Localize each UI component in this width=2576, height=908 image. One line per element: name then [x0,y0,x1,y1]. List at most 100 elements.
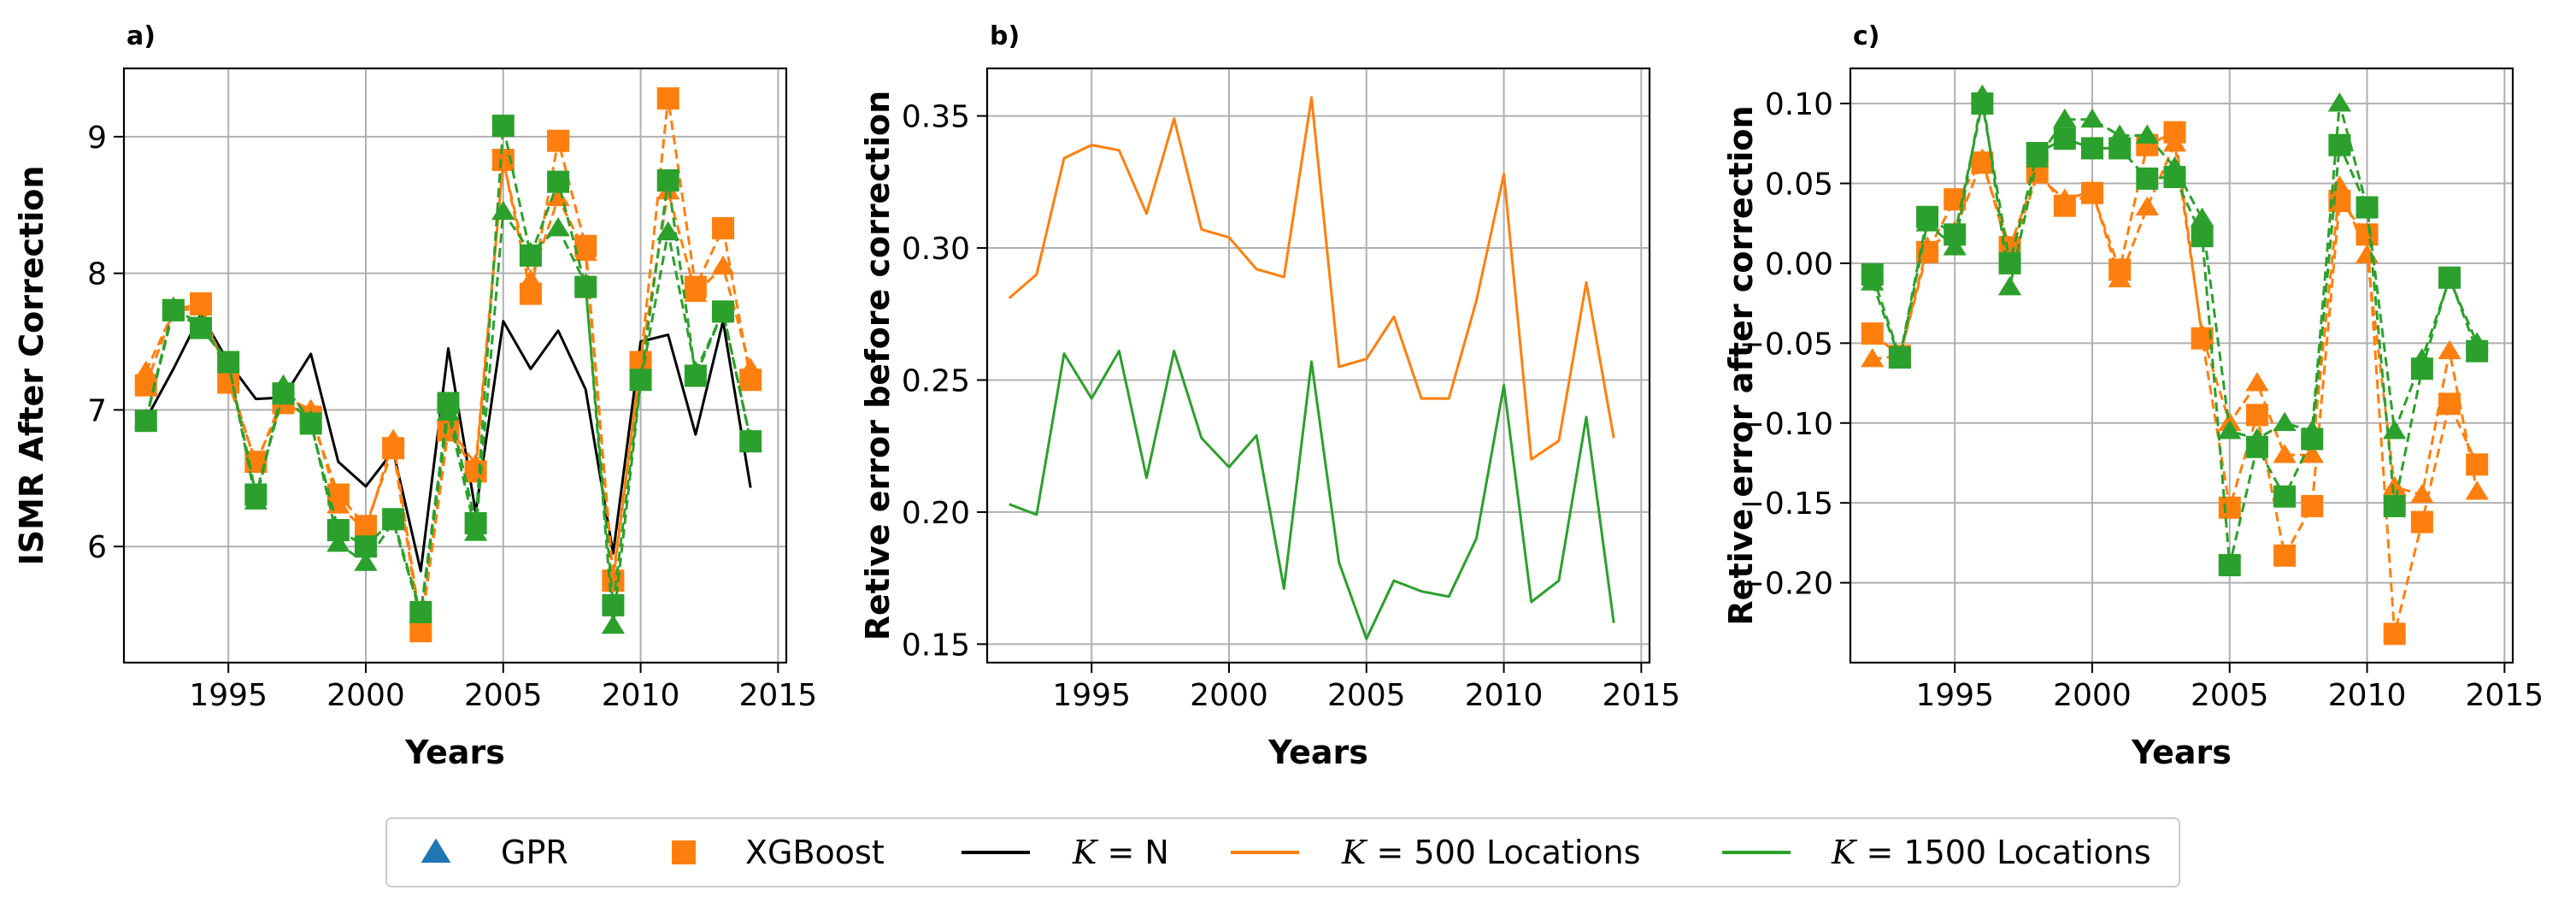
panel-b-xtick-label: 2000 [1190,678,1268,713]
panel-a-series-xgboost-k-1500-locations-point [629,369,652,392]
panel-a-series-xgboost-k-500-locations-point [464,460,487,483]
panel-c-series-gpr-k-1500-locations-point [2053,108,2077,128]
panel-a-series-xgboost-k-1500-locations-point [437,392,460,415]
panel-c-series-xgboost-k-1500-locations-point [2301,427,2324,451]
panel-b-xtick-label: 2005 [1327,678,1406,713]
panel-c-series-gpr-k-500-locations-point [2465,481,2489,500]
panel-a-series-xgboost-k-1500-locations [134,115,762,623]
panel-c-series-xgboost-k-1500-locations-point [2245,435,2268,458]
panel-c-series-xgboost-k-1500-locations-point [2273,485,2297,508]
panel-a-chart: 1995 2000 2005 2010 2015 6 7 8 9 Years ISMR After … [13,21,817,771]
panel-c-series-xgboost-k-1500-locations-point [2026,142,2049,165]
panel-a-series-gpr-k-500-locations-point [546,186,570,207]
panel-c-series-xgboost-k-1500-locations-point [2438,266,2461,289]
panel-c-series-xgboost-k-500-locations-point [2383,622,2406,646]
legend-item-label-italic: K [1831,834,1858,871]
panel-a-series-xgboost-k-1500-locations-point [519,244,542,267]
legend-item-5: K = 1500 Locations [1722,834,2151,871]
panel-c-ylabel: Retive error after correction [1722,105,1760,625]
legend-item-2: XGBoost [672,834,885,871]
panel-b-xtick-label: 2015 [1603,678,1681,713]
panel-c-series-xgboost-k-1500-locations-point [1888,346,1911,369]
panel-c-ytick-label: 0.05 [1765,168,1833,203]
panel-c-series-gpr-k-500-locations-point [2383,475,2407,495]
legend-square-marker [672,840,696,864]
panel-c-series-xgboost-k-500-locations-point [2108,258,2132,281]
panel-c-ytick-label: −0.05 [1739,327,1833,362]
panel-c-series-gpr-k-1500-locations-point [1943,236,1967,256]
panel-c-xtick-label: 2000 [2053,678,2132,713]
panel-c-series-xgboost-k-1500-locations-point [1861,263,1884,286]
panel-c-ytick-label: −0.15 [1739,486,1833,522]
panel-a-series-gpr-k-1500-locations-point [354,551,378,571]
panel-c-series-xgboost-k-1500-locations-point [2108,137,2132,160]
panel-c-series-gpr-k-500-locations-point [2410,483,2434,504]
panel-b-xtick-label: 2010 [1465,678,1544,713]
legend-item-label: K = 500 Locations [1341,834,1641,871]
panel-b-axes-frame [985,67,1651,664]
panel-a-ytick-label: 9 [87,121,107,156]
panel-b-ylabel: Retive error before correction [859,91,897,640]
panel-a-series-xgboost-k-1500-locations-point [574,275,597,298]
panel-a-series-xgboost-k-500-locations-point [712,216,735,239]
panel-a-series-gpr-k-1500-locations-point [656,221,680,241]
panel-c-series-xgboost-k-500-locations-point [2355,223,2379,246]
legend-item-label-rest: = 500 Locations [1366,834,1640,871]
panel-a-series-xgboost-k-1500-locations-point [712,300,735,323]
panel-a-series-xgboost-k-500-locations-point [547,129,570,152]
panel-c-series-xgboost-k-500-locations-point [2218,496,2241,519]
panel-b-chart: 1995 2000 2005 2010 2015 0.15 0.20 0.25 0.30 0.35… [859,21,1680,771]
panel-a-series-xgboost-k-1500-locations-point [739,430,762,453]
panel-c-series-xgboost-k-500-locations-point [2301,494,2324,517]
panel-c-xtick-label: 2015 [2466,678,2544,713]
panel-a-series-xgboost-k-1500-locations-point [299,412,322,435]
panel-c-series-gpr-k-500-locations-point [2245,372,2269,392]
panel-a-series-xgboost-k-1500-locations-point [217,351,240,374]
panel-c-chart: 1995 2000 2005 2010 2015 −0.20 −0.15 −0.10 −0.05… [1722,21,2544,771]
panel-a-series-xgboost-k-1500-locations-point [409,600,432,623]
panel-a-series-xgboost-k-500-locations-point [684,275,707,298]
panel-a-xlabel: Years [404,734,505,771]
panel-c-series-xgboost-k-1500-locations-point [2383,494,2406,517]
panel-c-series-xgboost-k-1500-locations-point [2218,554,2241,577]
panel-a-series-k-n [144,313,752,573]
panel-a-series-xgboost-k-1500-locations-point [684,364,707,387]
panel-c-series-gpr-k-1500-locations-point [2273,411,2297,432]
panel-a-series-xgboost-k-500-locations-point [519,282,542,305]
panel-a-ytick-label: 8 [87,257,107,292]
panel-b-ytick-label: 0.20 [902,496,970,531]
panel-c-series-xgboost-k-500-locations-point [2466,453,2489,476]
legend: GPR XGBoost K = N K = 500 Locations K = 1500… [385,817,2180,887]
panel-c-xtick-label: 1995 [1915,678,1994,713]
panel-b-xtick-label: 1995 [1052,678,1131,713]
legend-item-label-rest: = N [1097,834,1168,871]
panel-a-xtick-label: 2000 [326,678,405,713]
panel-b-ytick-label: 0.25 [902,363,970,398]
panel-c-series-xgboost-k-500-locations-point [2053,194,2076,217]
panel-a-series-xgboost-k-1500-locations-point [354,535,377,558]
panel-c-series-xgboost-k-1500-locations-point [2163,166,2186,189]
legend-item-label: GPR [501,834,568,871]
panel-a-series-xgboost-k-1500-locations-point [464,512,487,535]
panel-a-series-xgboost-k-1500-locations-point [602,593,625,616]
panel-a-series-xgboost-k-1500-locations-point [326,519,350,542]
panel-c-series-xgboost-k-1500-locations-point [2191,225,2214,248]
panel-a-ytick-label: 6 [87,530,107,565]
panel-b-ytick-label: 0.30 [902,232,970,267]
legend-item-4: K = 500 Locations [1231,834,1641,871]
panel-c-series-xgboost-k-500-locations-point [2245,404,2268,427]
panel-c-series-xgboost-k-500-locations-point [2438,392,2461,416]
panel-c-ytick-label: 0.10 [1765,87,1833,122]
panel-c-series-xgboost-k-500-locations-point [2080,181,2103,204]
panel-a-series-xgboost-k-500-locations-point [190,292,213,315]
panel-c-series-xgboost-k-500-locations-point [2163,121,2186,144]
panel-c-xtick-label: 2010 [2328,678,2407,713]
panel-c-series-gpr-k-1500-locations-point [2135,124,2159,144]
legend-item-label: K = 1500 Locations [1831,834,2151,871]
panel-a-series-xgboost-k-1500-locations-point [547,170,570,193]
panel-a-series-xgboost-k-1500-locations-point [656,169,679,192]
panel-c-series-xgboost-k-1500-locations-point [2328,133,2351,156]
panel-a-series-xgboost-k-500-locations-point [217,371,240,394]
panel-a-series-xgboost-k-1500-locations-point [382,508,405,531]
